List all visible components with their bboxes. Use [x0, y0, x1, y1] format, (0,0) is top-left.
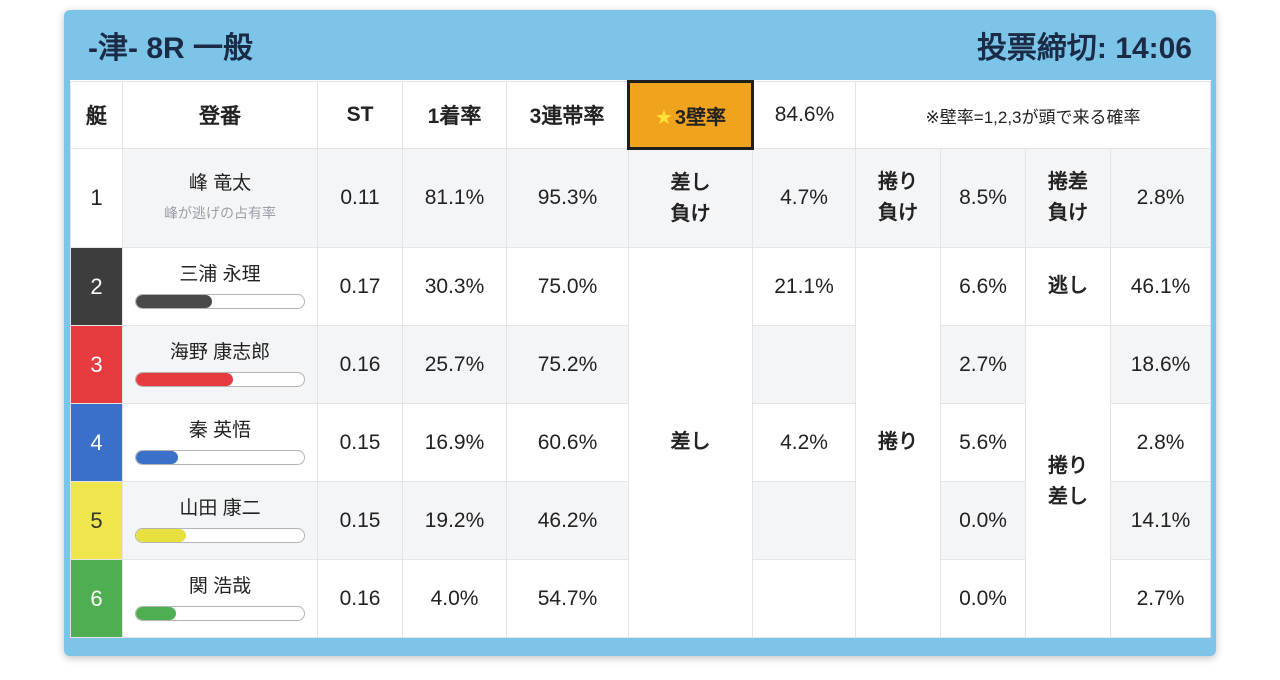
- sashi-rate: [752, 481, 856, 560]
- first-rate-value: 25.7%: [402, 325, 507, 404]
- st-value: 0.16: [317, 325, 403, 404]
- wall-rate-note: ※壁率=1,2,3が頭で来る確率: [854, 81, 1212, 149]
- racer-name: 関 浩哉: [188, 575, 252, 597]
- share-bar-fill: [136, 451, 178, 465]
- header-row: 艇 登番 ST 1着率 3連帯率 ★ 3壁率 84.6% ※壁率=1,2,3が頭で…: [70, 80, 1212, 150]
- col-header-racer: 登番: [122, 81, 318, 149]
- racer-cell: 秦 英悟: [122, 403, 318, 482]
- makurisashi-group-label: 捲り 差し: [1025, 325, 1111, 638]
- table-row: 6 関 浩哉 0.16 4.0% 54.7% 0.0% 2.7%: [70, 559, 1212, 638]
- race-title: -津- 8R 一般: [88, 32, 253, 65]
- sashi-group-label: 差し: [628, 247, 753, 638]
- racer-name: 三浦 永理: [179, 263, 261, 285]
- makuri-rate: 6.6%: [940, 247, 1026, 326]
- card-header: -津- 8R 一般 投票締切: 14:06: [70, 10, 1210, 80]
- star-icon: ★: [654, 106, 673, 129]
- first-rate-value: 81.1%: [402, 148, 507, 248]
- share-bar-fill: [136, 295, 212, 309]
- st-value: 0.16: [317, 559, 403, 638]
- table-row: 1 峰 竜太 峰が逃げの占有率 0.11 81.1% 95.3% 差し 負け 4…: [70, 148, 1212, 248]
- top3-rate-value: 54.7%: [506, 559, 629, 638]
- wall-rate-button[interactable]: ★ 3壁率: [627, 80, 754, 150]
- top3-rate-value: 75.0%: [506, 247, 629, 326]
- boat-number-cell: 2: [70, 247, 123, 326]
- third-rate: 2.8%: [1109, 148, 1212, 248]
- vote-deadline: 投票締切: 14:06: [976, 32, 1192, 65]
- col-header-top3-rate: 3連帯率: [506, 81, 629, 149]
- racer-cell: 峰 竜太 峰が逃げの占有率: [122, 148, 318, 248]
- share-bar-fill: [136, 607, 177, 621]
- makuri-rate: 0.0%: [940, 559, 1026, 638]
- first-rate-value: 16.9%: [402, 403, 507, 482]
- st-value: 0.15: [317, 481, 403, 560]
- third-rate: 2.7%: [1109, 559, 1212, 638]
- sashi-rate: 21.1%: [752, 247, 856, 326]
- sashi-rate: 4.2%: [752, 403, 856, 482]
- makuri-group-label: 捲り: [855, 247, 941, 638]
- share-bar: [135, 528, 305, 544]
- boat-number-cell: 4: [70, 403, 123, 482]
- table-row: 3 海野 康志郎 0.16 25.7% 75.2% 2.7% 捲り 差し 18.…: [70, 325, 1212, 638]
- col-header-first-rate: 1着率: [402, 81, 507, 149]
- sashi-rate: 4.7%: [752, 148, 856, 248]
- share-bar: [135, 606, 305, 622]
- third-rate: 18.6%: [1109, 325, 1212, 404]
- nigashi-label: 逃し: [1025, 247, 1111, 326]
- boat-number-cell: 5: [70, 481, 123, 560]
- sashi-lose-label: 差し 負け: [628, 148, 753, 248]
- makuri-lose-label: 捲り 負け: [855, 148, 941, 248]
- boat-number-cell: 1: [70, 148, 123, 248]
- top3-rate-value: 60.6%: [506, 403, 629, 482]
- makuri-rate: 2.7%: [940, 325, 1026, 404]
- racer-note: 峰が逃げの占有率: [164, 204, 276, 221]
- racer-name: 秦 英悟: [188, 419, 252, 441]
- boat-number-cell: 6: [70, 559, 123, 638]
- racer-cell: 三浦 永理: [122, 247, 318, 326]
- first-rate-value: 30.3%: [402, 247, 507, 326]
- top3-rate-value: 46.2%: [506, 481, 629, 560]
- sashi-rate: [752, 559, 856, 638]
- boat-number-cell: 3: [70, 325, 123, 404]
- col-header-boat: 艇: [70, 81, 123, 149]
- table-row: 2 三浦 永理 0.17 30.3% 75.0% 差し 21.1% 捲り 6.6…: [70, 247, 1212, 638]
- share-bar-fill: [136, 529, 187, 543]
- racer-cell: 海野 康志郎: [122, 325, 318, 404]
- wall-rate-value: 84.6%: [752, 81, 856, 149]
- race-table-wrap: 艇 登番 ST 1着率 3連帯率 ★ 3壁率 84.6% ※壁率=1,2,3が頭で…: [70, 80, 1212, 638]
- share-bar: [135, 294, 305, 310]
- first-rate-value: 4.0%: [402, 559, 507, 638]
- third-rate: 14.1%: [1109, 481, 1212, 560]
- st-value: 0.17: [317, 247, 403, 326]
- racer-name: 海野 康志郎: [169, 341, 271, 363]
- makuri-rate: 0.0%: [940, 481, 1026, 560]
- top3-rate-value: 95.3%: [506, 148, 629, 248]
- share-bar-fill: [136, 373, 234, 387]
- racer-name: 峰 竜太: [188, 173, 252, 195]
- race-card: -津- 8R 一般 投票締切: 14:06 艇 登番 ST 1着率 3連帯率 ★…: [64, 10, 1216, 656]
- share-bar: [135, 372, 305, 388]
- first-rate-value: 19.2%: [402, 481, 507, 560]
- share-bar: [135, 450, 305, 466]
- makuri-rate: 5.6%: [940, 403, 1026, 482]
- makuri-rate: 8.5%: [940, 148, 1026, 248]
- wall-rate-label: 3壁率: [674, 106, 727, 129]
- racer-cell: 関 浩哉: [122, 559, 318, 638]
- col-header-st: ST: [317, 81, 403, 149]
- third-rate: 2.8%: [1109, 403, 1212, 482]
- race-table: 艇 登番 ST 1着率 3連帯率 ★ 3壁率 84.6% ※壁率=1,2,3が頭で…: [70, 80, 1212, 638]
- top3-rate-value: 75.2%: [506, 325, 629, 404]
- racer-cell: 山田 康二: [122, 481, 318, 560]
- makurisashi-lose-label: 捲差 負け: [1025, 148, 1111, 248]
- third-rate: 46.1%: [1109, 247, 1212, 326]
- st-value: 0.11: [317, 148, 403, 248]
- racer-name: 山田 康二: [179, 497, 261, 519]
- st-value: 0.15: [317, 403, 403, 482]
- table-row: 4 秦 英悟 0.15 16.9% 60.6% 4.2% 5.6% 2.8%: [70, 403, 1212, 482]
- sashi-rate: [752, 325, 856, 404]
- table-row: 5 山田 康二 0.15 19.2% 46.2% 0.0% 14.1%: [70, 481, 1212, 560]
